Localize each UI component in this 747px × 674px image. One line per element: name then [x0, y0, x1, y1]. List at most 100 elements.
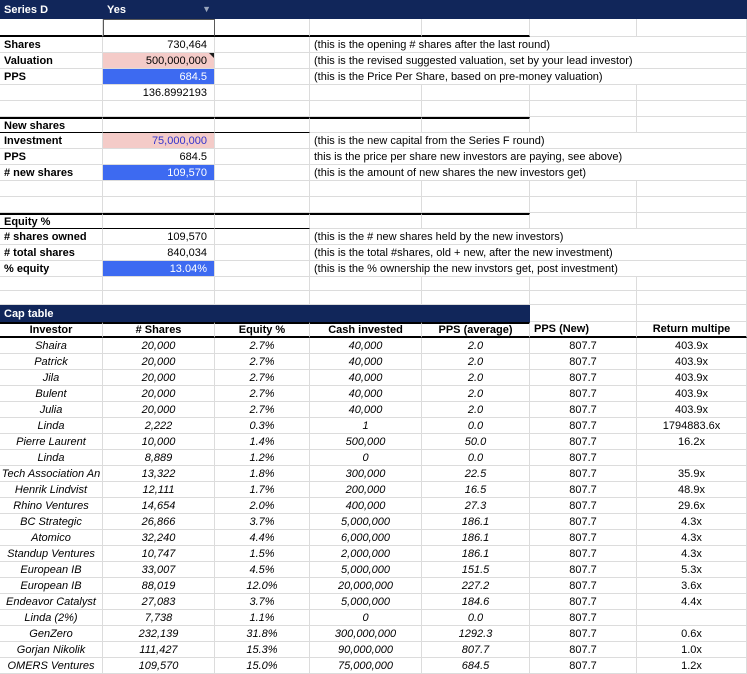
pps-new-cell[interactable]: 807.7: [530, 498, 637, 514]
shares-cell[interactable]: 10,000: [103, 434, 215, 450]
return-multipe-cell[interactable]: 403.9x: [637, 370, 747, 386]
shares-cell[interactable]: 33,007: [103, 562, 215, 578]
equity-cell[interactable]: 2.7%: [215, 386, 310, 402]
pps-new-cell[interactable]: 807.7: [530, 514, 637, 530]
return-multipe-cell[interactable]: 16.2x: [637, 434, 747, 450]
shares-cell[interactable]: 8,889: [103, 450, 215, 466]
cash-invested-cell[interactable]: 6,000,000: [310, 530, 422, 546]
pps-average-cell[interactable]: 2.0: [422, 402, 530, 418]
investor-name-cell[interactable]: European IB: [0, 562, 103, 578]
shares-cell[interactable]: 20,000: [103, 354, 215, 370]
return-multipe-cell[interactable]: 4.3x: [637, 530, 747, 546]
cash-invested-cell[interactable]: 0: [310, 610, 422, 626]
pps-new-cell[interactable]: 807.7: [530, 594, 637, 610]
return-multipe-cell[interactable]: 403.9x: [637, 354, 747, 370]
shares-cell[interactable]: 13,322: [103, 466, 215, 482]
return-multipe-cell[interactable]: 403.9x: [637, 386, 747, 402]
pps-value-cell[interactable]: 684.5: [103, 69, 215, 85]
equity-cell[interactable]: 3.7%: [215, 594, 310, 610]
cash-invested-cell[interactable]: 2,000,000: [310, 546, 422, 562]
investor-name-cell[interactable]: Patrick: [0, 354, 103, 370]
investor-name-cell[interactable]: Bulent: [0, 386, 103, 402]
cash-invested-cell[interactable]: 300,000: [310, 466, 422, 482]
return-multipe-cell[interactable]: 1.0x: [637, 642, 747, 658]
cash-invested-cell[interactable]: 20,000,000: [310, 578, 422, 594]
equity-cell[interactable]: 4.4%: [215, 530, 310, 546]
return-multipe-cell[interactable]: 4.4x: [637, 594, 747, 610]
return-multipe-cell[interactable]: [637, 450, 747, 466]
pps-average-cell[interactable]: 0.0: [422, 418, 530, 434]
investor-name-cell[interactable]: Linda (2%): [0, 610, 103, 626]
cash-invested-cell[interactable]: 400,000: [310, 498, 422, 514]
cash-invested-cell[interactable]: 500,000: [310, 434, 422, 450]
shares-cell[interactable]: 20,000: [103, 338, 215, 354]
equity-cell[interactable]: 2.7%: [215, 354, 310, 370]
pps-average-cell[interactable]: 186.1: [422, 546, 530, 562]
return-multipe-cell[interactable]: 3.6x: [637, 578, 747, 594]
valuation-value-cell[interactable]: 500,000,000: [103, 53, 215, 69]
pps-average-cell[interactable]: 22.5: [422, 466, 530, 482]
pps-new-cell[interactable]: 807.7: [530, 530, 637, 546]
investor-name-cell[interactable]: BC Strategic: [0, 514, 103, 530]
pps-average-cell[interactable]: 1292.3: [422, 626, 530, 642]
pps-average-cell[interactable]: 2.0: [422, 354, 530, 370]
cash-invested-cell[interactable]: 40,000: [310, 402, 422, 418]
pps-new-cell[interactable]: 807.7: [530, 578, 637, 594]
new-pps-value-cell[interactable]: 684.5: [103, 149, 215, 165]
shares-cell[interactable]: 2,222: [103, 418, 215, 434]
pps-average-cell[interactable]: 2.0: [422, 370, 530, 386]
cash-invested-cell[interactable]: 5,000,000: [310, 562, 422, 578]
cash-invested-cell[interactable]: 90,000,000: [310, 642, 422, 658]
investor-name-cell[interactable]: Atomico: [0, 530, 103, 546]
equity-cell[interactable]: 15.0%: [215, 658, 310, 674]
equity-cell[interactable]: 1.8%: [215, 466, 310, 482]
cash-invested-cell[interactable]: 40,000: [310, 338, 422, 354]
pps-average-cell[interactable]: 0.0: [422, 610, 530, 626]
pps-average-cell[interactable]: 186.1: [422, 514, 530, 530]
shares-cell[interactable]: 7,738: [103, 610, 215, 626]
return-multipe-cell[interactable]: 1.2x: [637, 658, 747, 674]
investor-name-cell[interactable]: Linda: [0, 450, 103, 466]
shares-cell[interactable]: 20,000: [103, 370, 215, 386]
equity-cell[interactable]: 2.0%: [215, 498, 310, 514]
shares-cell[interactable]: 27,083: [103, 594, 215, 610]
shares-cell[interactable]: 10,747: [103, 546, 215, 562]
pps-new-cell[interactable]: 807.7: [530, 610, 637, 626]
equity-cell[interactable]: 1.2%: [215, 450, 310, 466]
investor-name-cell[interactable]: Pierre Laurent: [0, 434, 103, 450]
total-shares-value-cell[interactable]: 840,034: [103, 245, 215, 261]
cash-invested-cell[interactable]: 0: [310, 450, 422, 466]
cash-invested-cell[interactable]: 1: [310, 418, 422, 434]
equity-cell[interactable]: 2.7%: [215, 402, 310, 418]
shares-cell[interactable]: 20,000: [103, 402, 215, 418]
equity-cell[interactable]: 12.0%: [215, 578, 310, 594]
pps-new-cell[interactable]: 807.7: [530, 546, 637, 562]
investor-name-cell[interactable]: Linda: [0, 418, 103, 434]
investor-name-cell[interactable]: Shaira: [0, 338, 103, 354]
pps-new-cell[interactable]: 807.7: [530, 482, 637, 498]
pps-average-cell[interactable]: 186.1: [422, 530, 530, 546]
shares-cell[interactable]: 232,139: [103, 626, 215, 642]
shares-value-cell[interactable]: 730,464: [103, 37, 215, 53]
pps-new-cell[interactable]: 807.7: [530, 338, 637, 354]
return-multipe-cell[interactable]: 48.9x: [637, 482, 747, 498]
equity-cell[interactable]: 31.8%: [215, 626, 310, 642]
pps-average-cell[interactable]: 2.0: [422, 338, 530, 354]
new-shares-count-value-cell[interactable]: 109,570: [103, 165, 215, 181]
series-dropdown[interactable]: Yes ▼: [103, 0, 215, 19]
return-multipe-cell[interactable]: [637, 610, 747, 626]
cash-invested-cell[interactable]: 200,000: [310, 482, 422, 498]
return-multipe-cell[interactable]: 5.3x: [637, 562, 747, 578]
investor-name-cell[interactable]: European IB: [0, 578, 103, 594]
return-multipe-cell[interactable]: 0.6x: [637, 626, 747, 642]
pps-average-cell[interactable]: 684.5: [422, 658, 530, 674]
shares-cell[interactable]: 32,240: [103, 530, 215, 546]
cash-invested-cell[interactable]: 40,000: [310, 370, 422, 386]
equity-cell[interactable]: 1.4%: [215, 434, 310, 450]
percent-equity-value-cell[interactable]: 13.04%: [103, 261, 215, 277]
pps-new-cell[interactable]: 807.7: [530, 354, 637, 370]
equity-cell[interactable]: 15.3%: [215, 642, 310, 658]
prev-pps-value-cell[interactable]: 136.8992193: [103, 85, 215, 101]
return-multipe-cell[interactable]: 403.9x: [637, 402, 747, 418]
shares-owned-value-cell[interactable]: 109,570: [103, 229, 215, 245]
